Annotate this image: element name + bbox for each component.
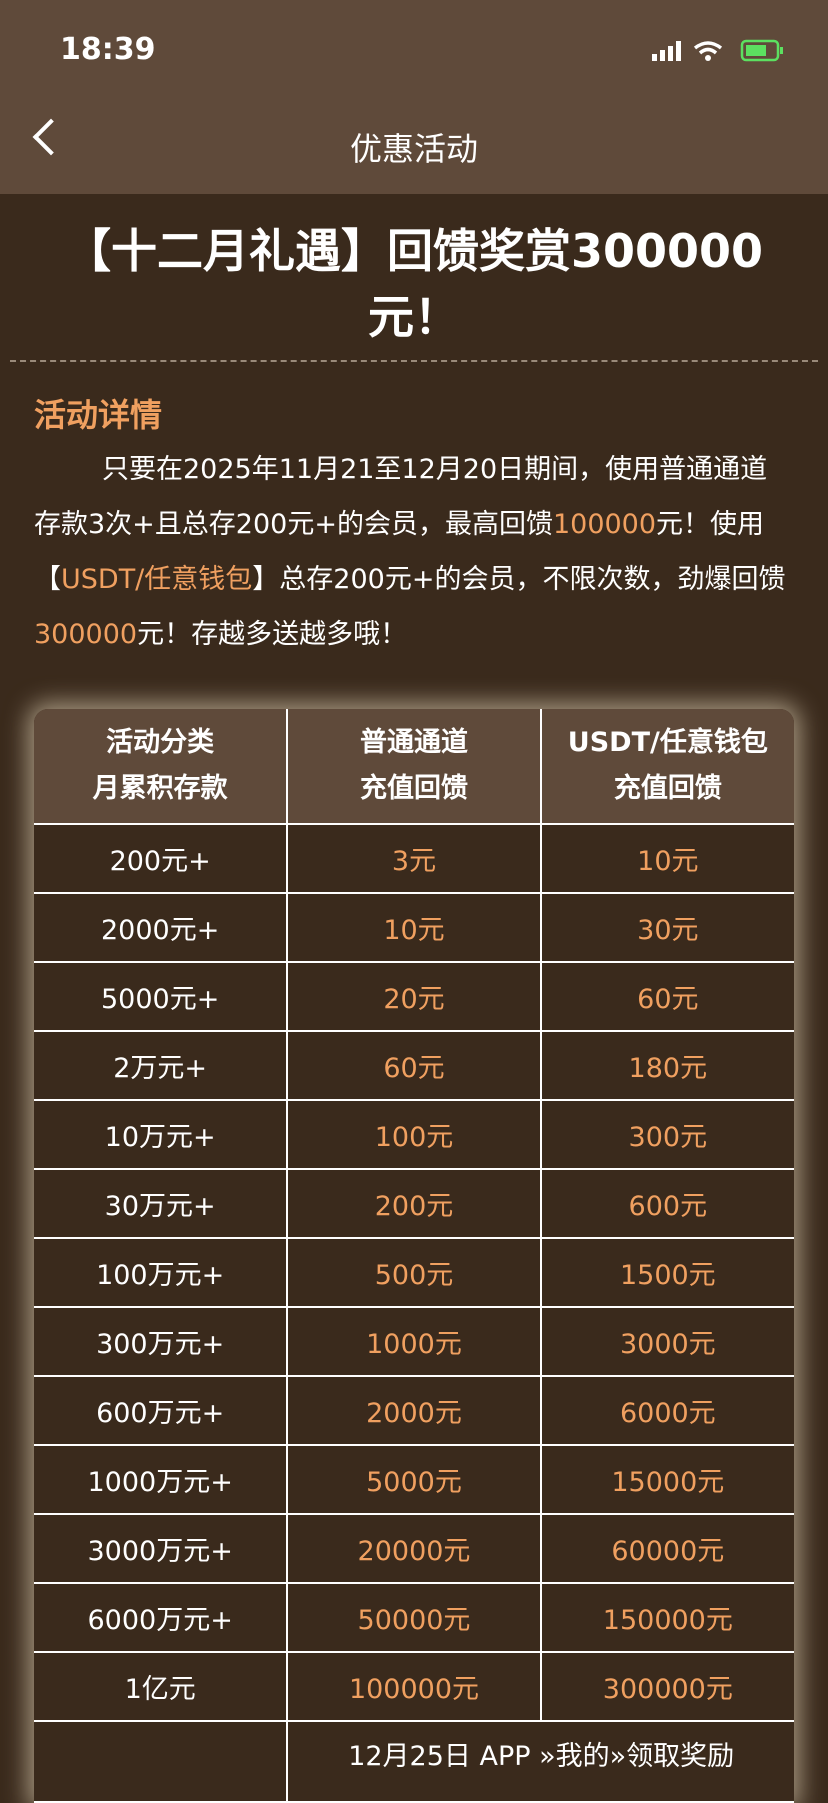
table-cell: 5000元 [286, 1444, 542, 1515]
highlight: 300000 [34, 619, 138, 650]
header-cell: 活动分类 月累积存款 [34, 709, 289, 825]
table-cell: 60元 [539, 961, 794, 1032]
table-row: 5000元+ 20元 60元 [34, 961, 794, 1032]
table-cell: 60元 [286, 1030, 542, 1101]
promo-title: 【十二月礼遇】回馈奖赏300000元！ [64, 224, 764, 344]
reward-table: 活动分类 月累积存款 普通通道 充值回馈 USDT/任意钱包 充值回馈 200元+ 3元 10元… [34, 709, 794, 1803]
table-row: 12月25日 APP »我的»领取奖励 [34, 1720, 794, 1803]
table-row: 30万元+ 200元 600元 [34, 1168, 794, 1239]
header-cell: USDT/任意钱包 充值回馈 [539, 709, 794, 825]
table-row: 1000万元+ 5000元 15000元 [34, 1444, 794, 1515]
header: 18:39 优惠活动 [0, 0, 828, 194]
table-cell: 10元 [286, 892, 542, 963]
table-cell: 3000元 [539, 1306, 794, 1377]
table-row: 10万元+ 100元 300元 [34, 1099, 794, 1170]
table-cell: 300元 [539, 1099, 794, 1170]
table-row: 3000万元+ 20000元 60000元 [34, 1513, 794, 1584]
table-cell: 2万元+ [34, 1030, 289, 1101]
table-cell: 1500元 [539, 1237, 794, 1308]
text: 元！存越多送越多哦！ [137, 619, 408, 650]
table-cell: 6000元 [539, 1375, 794, 1446]
header-line: 月累积存款 [92, 773, 228, 804]
table-cell: 5000元+ [34, 961, 289, 1032]
header-row: 活动分类 月累积存款 普通通道 充值回馈 USDT/任意钱包 充值回馈 [34, 709, 794, 825]
table-cell: 2000元+ [34, 892, 289, 963]
status-icons [652, 39, 783, 62]
text: 】总存200元+的会员，不限次数，劲爆回馈 [252, 564, 786, 595]
table-cell: 180元 [539, 1030, 794, 1101]
table-cell: 600万元+ [34, 1375, 289, 1446]
highlight: USDT/任意钱包 [61, 564, 253, 595]
table-cell: 6000万元+ [34, 1582, 289, 1653]
table-cell: 60000元 [539, 1513, 794, 1584]
table-row: 100万元+ 500元 1500元 [34, 1237, 794, 1308]
table-cell: 10万元+ [34, 1099, 289, 1170]
table-cell: 12月25日 APP »我的»领取奖励 [286, 1720, 794, 1803]
table-cell: 300000元 [539, 1651, 794, 1722]
table-cell: 100元 [286, 1099, 542, 1170]
table-cell: 2000元 [286, 1375, 542, 1446]
header-line: 充值回馈 [613, 773, 722, 804]
table-row: 200元+ 3元 10元 [34, 823, 794, 894]
table-cell: 100000元 [286, 1651, 542, 1722]
header-line: 普通通道 [359, 727, 468, 758]
status-time: 18:39 [60, 32, 156, 67]
description: 只要在2025年11月21至12月20日期间，使用普通通道存款3次+且总存200… [34, 442, 794, 662]
table-cell: 3元 [286, 823, 542, 894]
header-line: 活动分类 [106, 727, 215, 758]
header-line: USDT/任意钱包 [567, 727, 768, 758]
table-cell: 1亿元 [34, 1651, 289, 1722]
table-cell: 20000元 [286, 1513, 542, 1584]
table-row: 300万元+ 1000元 3000元 [34, 1306, 794, 1377]
text: 只要在2025年11月21至12月20日期间，使用普通通道存款3次+且总存200… [34, 454, 768, 540]
table-row: 2万元+ 60元 180元 [34, 1030, 794, 1101]
header-line: 充值回馈 [359, 773, 468, 804]
table-row: 600万元+ 2000元 6000元 [34, 1375, 794, 1446]
table-row: 6000万元+ 50000元 150000元 [34, 1582, 794, 1653]
table-cell: 50000元 [286, 1582, 542, 1653]
table-cell: 30元 [539, 892, 794, 963]
header-cell: 普通通道 充值回馈 [286, 709, 542, 825]
table-cell: 100万元+ [34, 1237, 289, 1308]
table-cell: 10元 [539, 823, 794, 894]
table-cell: 15000元 [539, 1444, 794, 1515]
table-cell: 150000元 [539, 1582, 794, 1653]
table-cell: 30万元+ [34, 1168, 289, 1239]
table: 活动分类 月累积存款 普通通道 充值回馈 USDT/任意钱包 充值回馈 200元+ 3元 10元… [34, 709, 794, 1803]
table-cell: 200元+ [34, 823, 289, 894]
section-heading: 活动详情 [34, 396, 163, 434]
nav-title: 优惠活动 [349, 130, 478, 168]
table-row: 2000元+ 10元 30元 [34, 892, 794, 963]
table-cell: 200元 [286, 1168, 542, 1239]
divider [10, 360, 818, 362]
table-row: 1亿元 100000元 300000元 [34, 1651, 794, 1722]
table-cell [34, 1720, 289, 1803]
text: 元！使用【 [34, 509, 765, 595]
table-cell: 20元 [286, 961, 542, 1032]
table-cell: 3000万元+ [34, 1513, 289, 1584]
table-cell: 1000元 [286, 1306, 542, 1377]
table-cell: 1000万元+ [34, 1444, 289, 1515]
highlight: 100000 [552, 509, 657, 540]
table-cell: 600元 [539, 1168, 794, 1239]
table-cell: 300万元+ [34, 1306, 289, 1377]
table-cell: 500元 [286, 1237, 542, 1308]
